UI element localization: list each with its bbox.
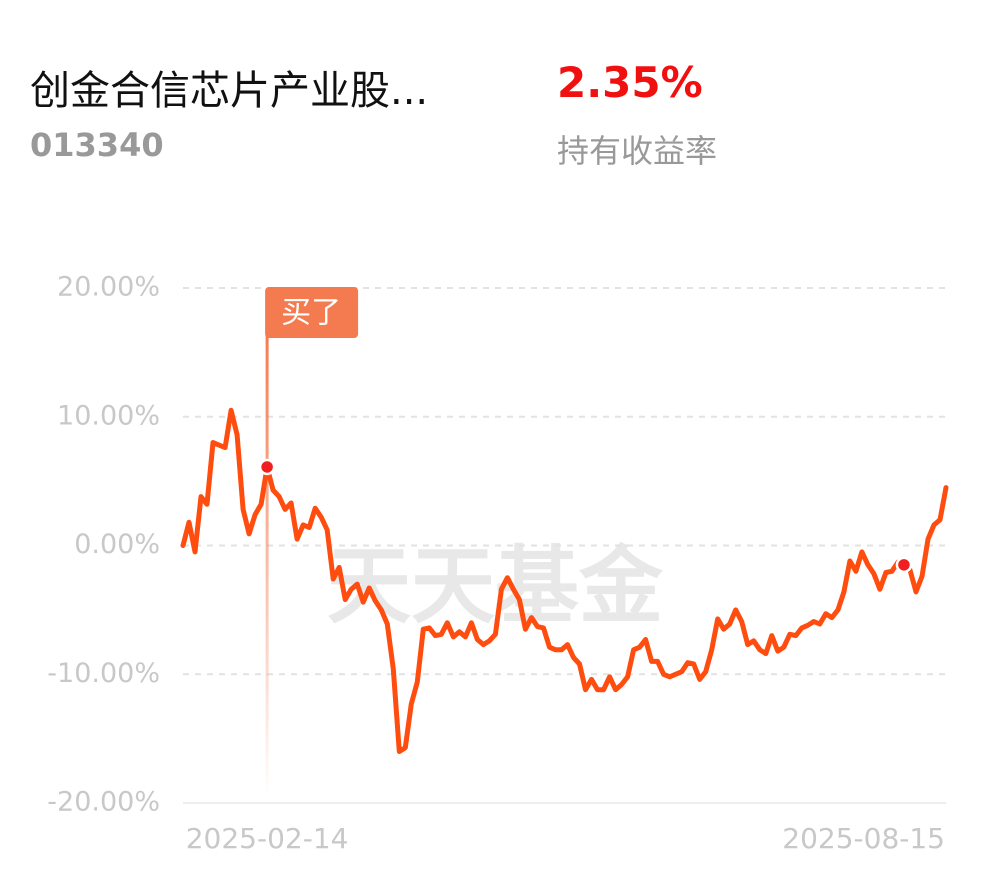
buy-tag [265, 287, 359, 338]
point-marker [258, 458, 276, 476]
buy-tag-label: 买了 [281, 296, 341, 331]
holding-return: 2.35% [557, 58, 703, 107]
y-tick-label: 10.00% [57, 400, 160, 431]
buy-line [265, 330, 269, 798]
fund-code: 013340 [30, 126, 164, 164]
y-tick-label: 20.00% [57, 272, 160, 303]
holding-return-label: 持有收益率 [557, 132, 718, 170]
y-tick-label: 0.00% [74, 529, 160, 560]
y-tick-label: -20.00% [47, 787, 160, 818]
return-line [180, 407, 949, 754]
x-tick-label: 2025-08-15 [782, 822, 945, 855]
y-tick-label: -10.00% [47, 658, 160, 689]
fund-title: 创金合信芯片产业股... [30, 68, 429, 114]
x-tick-label: 2025-02-14 [186, 822, 349, 855]
point-marker [895, 556, 913, 574]
